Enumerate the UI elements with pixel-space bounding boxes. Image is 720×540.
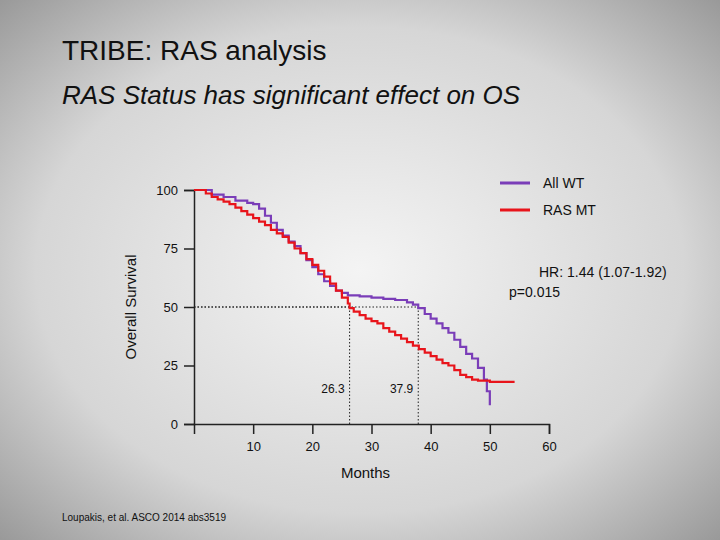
legend-swatch (500, 209, 530, 212)
median-vertical-line (349, 307, 350, 424)
y-tick-label: 0 (171, 417, 178, 432)
median-label: 37.9 (390, 382, 414, 396)
y-tick: 0 (171, 417, 194, 432)
y-tick-mark (184, 248, 194, 250)
x-tick-mark (549, 424, 551, 434)
legend-label: RAS MT (543, 202, 596, 218)
title: TRIBE: RAS analysis (62, 35, 327, 66)
y-tick: 75 (164, 241, 194, 256)
y-tick-label: 25 (164, 358, 178, 373)
median-label: 26.3 (321, 382, 345, 396)
y-tick-label: 75 (164, 241, 178, 256)
x-tick: 10 (246, 424, 260, 454)
x-tick-mark (430, 424, 432, 434)
x-axis: 10 20 30 40 50 60 (195, 424, 557, 454)
survival-curve (194, 190, 514, 383)
x-axis-title: Months (341, 464, 390, 481)
y-tick: 50 (164, 300, 194, 315)
y-tick-label: 50 (164, 300, 178, 315)
x-tick-label: 10 (246, 439, 260, 454)
median-vertical-line (418, 307, 419, 424)
legend-label: All WT (543, 175, 585, 191)
y-tick-mark (184, 190, 194, 192)
legend-swatch (500, 182, 530, 185)
x-axis-line (195, 425, 550, 435)
annotation: p=0.015 (509, 284, 560, 300)
y-tick-mark (184, 424, 194, 426)
y-axis-title: Overall Survival (122, 254, 139, 359)
subtitle: RAS Status has significant effect on OS (62, 80, 521, 110)
x-tick-mark (371, 424, 373, 434)
chart: TRIBE: RAS analysis RAS Status has signif… (0, 0, 720, 540)
plot-area (194, 190, 514, 424)
source: Loupakis, et al. ASCO 2014 abs3519 (62, 512, 226, 523)
x-tick-mark (490, 424, 492, 434)
x-tick-label: 30 (365, 439, 379, 454)
x-tick: 60 (542, 424, 556, 454)
annotation: HR: 1.44 (1.07-1.92) (539, 264, 667, 280)
x-tick-label: 40 (424, 439, 438, 454)
x-tick: 20 (306, 424, 320, 454)
background (0, 0, 720, 540)
x-tick: 30 (365, 424, 379, 454)
x-tick-label: 60 (542, 439, 556, 454)
x-tick: 40 (424, 424, 438, 454)
y-tick: 25 (164, 358, 194, 373)
y-axis-line (184, 191, 195, 425)
x-tick-label: 20 (306, 439, 320, 454)
legend: All WT RAS MT (500, 175, 596, 218)
x-tick-mark (312, 424, 314, 434)
y-tick-label: 100 (156, 183, 178, 198)
x-tick-mark (253, 424, 255, 434)
y-tick-mark (184, 365, 194, 367)
y-tick-mark (184, 307, 194, 309)
median-horizontal-line (194, 307, 418, 308)
y-axis: 0 25 50 75 100 (156, 183, 194, 432)
y-tick: 100 (156, 183, 194, 198)
x-tick-label: 50 (483, 439, 497, 454)
median-horizontal-line (194, 307, 350, 308)
x-tick: 50 (483, 424, 497, 454)
